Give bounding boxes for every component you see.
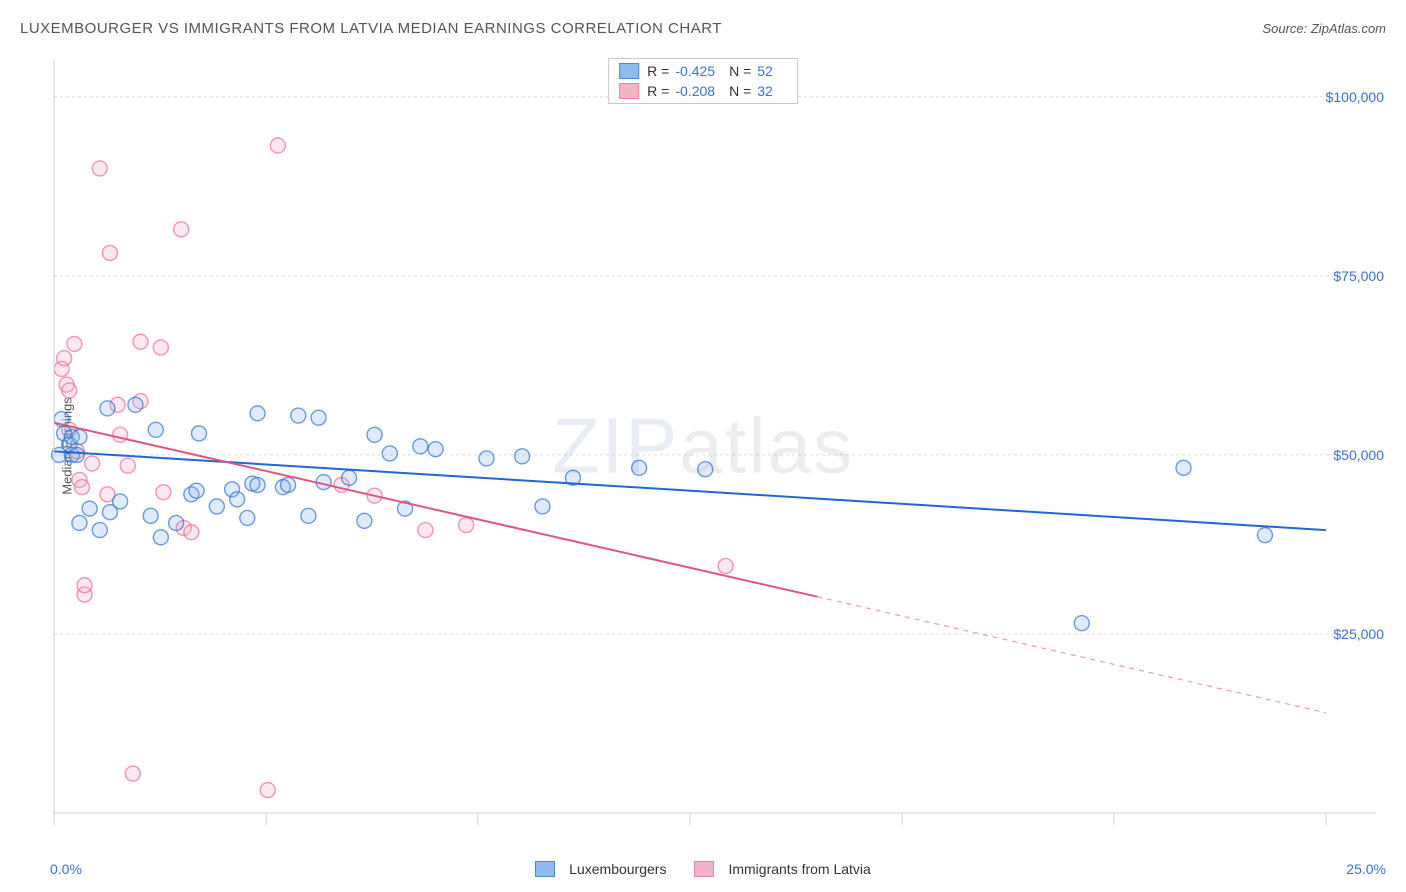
r-value-blue: -0.425 xyxy=(675,63,715,79)
chart-container: LUXEMBOURGER VS IMMIGRANTS FROM LATVIA M… xyxy=(0,0,1406,892)
n-value-blue: 52 xyxy=(757,63,773,79)
y-tick-label: $100,000 xyxy=(1326,89,1384,105)
y-tick-label: $75,000 xyxy=(1333,268,1384,284)
y-tick-labels: $25,000 $50,000 $75,000 $100,000 xyxy=(1304,55,1384,833)
r-value-pink: -0.208 xyxy=(675,83,715,99)
swatch-blue xyxy=(535,861,555,877)
swatch-blue xyxy=(619,63,639,79)
n-label: N = xyxy=(729,63,751,79)
legend-label-pink: Immigrants from Latvia xyxy=(728,861,870,877)
y-tick-label: $50,000 xyxy=(1333,447,1384,463)
bottom-legend: Luxembourgers Immigrants from Latvia xyxy=(0,861,1406,877)
title-row: LUXEMBOURGER VS IMMIGRANTS FROM LATVIA M… xyxy=(20,20,1386,37)
r-label: R = xyxy=(647,83,669,99)
scatter-plot-svg xyxy=(50,55,1386,833)
swatch-pink xyxy=(619,83,639,99)
n-label: N = xyxy=(729,83,751,99)
source-attribution: Source: ZipAtlas.com xyxy=(1262,21,1386,36)
y-tick-label: $25,000 xyxy=(1333,626,1384,642)
legend-label-blue: Luxembourgers xyxy=(569,861,666,877)
n-value-pink: 32 xyxy=(757,83,773,99)
swatch-pink xyxy=(694,861,714,877)
stat-legend: R = -0.425 N = 52 R = -0.208 N = 32 xyxy=(608,58,798,104)
chart-title: LUXEMBOURGER VS IMMIGRANTS FROM LATVIA M… xyxy=(20,20,722,37)
legend-item-blue: Luxembourgers xyxy=(535,861,666,877)
stat-row-pink: R = -0.208 N = 32 xyxy=(609,81,797,101)
legend-item-pink: Immigrants from Latvia xyxy=(694,861,870,877)
r-label: R = xyxy=(647,63,669,79)
stat-row-blue: R = -0.425 N = 52 xyxy=(609,61,797,81)
